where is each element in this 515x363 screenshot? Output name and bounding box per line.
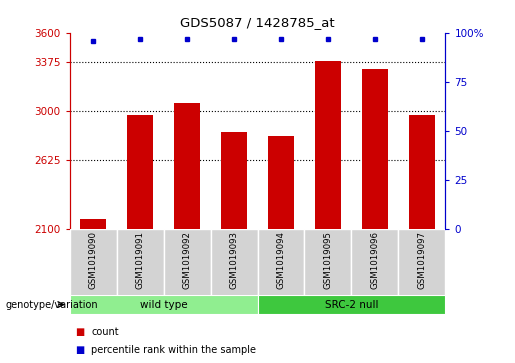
Bar [409, 115, 435, 229]
Text: GSM1019095: GSM1019095 [323, 231, 333, 289]
Text: percentile rank within the sample: percentile rank within the sample [91, 345, 256, 355]
Bar [268, 136, 294, 229]
Bar [399, 229, 445, 296]
Bar [352, 229, 399, 296]
Bar [258, 295, 445, 314]
Text: genotype/variation: genotype/variation [5, 299, 98, 310]
Text: GSM1019096: GSM1019096 [370, 231, 380, 289]
Text: GSM1019094: GSM1019094 [277, 231, 285, 289]
Bar [211, 229, 258, 296]
Text: GSM1019097: GSM1019097 [418, 231, 426, 289]
Bar [362, 69, 388, 229]
Text: GSM1019090: GSM1019090 [89, 231, 97, 289]
Bar [127, 115, 153, 229]
Text: ■: ■ [75, 345, 84, 355]
Text: SRC-2 null: SRC-2 null [325, 299, 378, 310]
Bar [221, 132, 247, 229]
Bar [116, 229, 164, 296]
Bar [258, 229, 304, 296]
Bar [174, 103, 200, 229]
Bar [315, 61, 341, 229]
Title: GDS5087 / 1428785_at: GDS5087 / 1428785_at [180, 16, 335, 29]
Bar [80, 219, 106, 229]
Bar [304, 229, 352, 296]
Text: GSM1019092: GSM1019092 [182, 231, 192, 289]
Text: count: count [91, 327, 119, 337]
Text: ■: ■ [75, 327, 84, 337]
Bar [70, 229, 116, 296]
Text: GSM1019093: GSM1019093 [230, 231, 238, 289]
Bar [164, 229, 211, 296]
Text: GSM1019091: GSM1019091 [135, 231, 145, 289]
Text: wild type: wild type [140, 299, 187, 310]
Bar [70, 295, 258, 314]
